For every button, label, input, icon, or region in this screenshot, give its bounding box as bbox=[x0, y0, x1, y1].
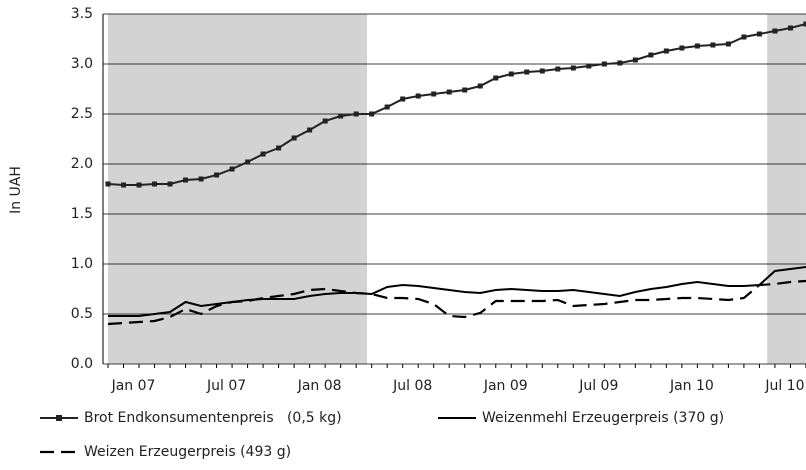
x-tick-label: Jul 07 bbox=[206, 378, 246, 394]
data-point bbox=[353, 111, 359, 117]
data-point bbox=[198, 176, 204, 182]
data-point bbox=[431, 91, 437, 97]
y-tick-label: 1.5 bbox=[71, 206, 93, 222]
x-tick-label: Jul 10 bbox=[764, 378, 804, 394]
y-tick-label: 2.0 bbox=[71, 156, 93, 172]
data-point bbox=[307, 127, 313, 133]
data-point bbox=[136, 182, 142, 188]
data-point bbox=[415, 93, 421, 99]
data-point bbox=[710, 42, 716, 48]
y-tick-label: 0.5 bbox=[71, 306, 93, 322]
data-point bbox=[586, 63, 592, 69]
data-point bbox=[152, 181, 158, 187]
x-tick-label: Jul 08 bbox=[392, 378, 432, 394]
data-point bbox=[183, 177, 189, 183]
data-point bbox=[384, 104, 390, 110]
data-point bbox=[493, 75, 499, 81]
shaded-region bbox=[108, 14, 368, 364]
data-point bbox=[539, 68, 545, 74]
y-tick-label: 3.5 bbox=[71, 6, 93, 22]
data-point bbox=[648, 52, 654, 58]
data-point bbox=[276, 145, 282, 151]
data-point bbox=[167, 181, 173, 187]
data-point bbox=[338, 113, 344, 119]
data-point bbox=[741, 34, 747, 40]
data-point bbox=[555, 66, 561, 72]
shaded-region bbox=[767, 14, 806, 364]
data-point bbox=[632, 57, 638, 63]
legend-label: Brot Endkonsumentenpreis (0,5 kg) bbox=[84, 410, 342, 426]
y-tick-label: 3.0 bbox=[71, 56, 93, 72]
legend-label: Weizen Erzeugerpreis (493 g) bbox=[84, 444, 291, 460]
y-tick-label: 0.0 bbox=[71, 356, 93, 372]
data-point bbox=[260, 151, 266, 157]
data-point bbox=[725, 41, 731, 47]
x-tick-label: Jan 07 bbox=[111, 378, 156, 394]
data-point bbox=[679, 45, 685, 51]
series-line bbox=[108, 266, 806, 317]
data-point bbox=[105, 181, 111, 187]
y-tick-label: 1.0 bbox=[71, 256, 93, 272]
legend-marker bbox=[56, 415, 62, 421]
x-tick-label: Jan 08 bbox=[297, 378, 342, 394]
data-point bbox=[369, 111, 375, 117]
data-point bbox=[229, 166, 235, 172]
data-point bbox=[601, 61, 607, 67]
x-tick-label: Jan 10 bbox=[669, 378, 714, 394]
data-point bbox=[508, 71, 514, 77]
data-point bbox=[772, 28, 778, 34]
data-point bbox=[245, 159, 251, 165]
data-point bbox=[663, 48, 669, 54]
legend-label: Weizenmehl Erzeugerpreis (370 g) bbox=[482, 410, 724, 426]
data-point bbox=[462, 87, 468, 93]
data-point bbox=[400, 96, 406, 102]
data-point bbox=[291, 135, 297, 141]
data-point bbox=[570, 65, 576, 71]
data-point bbox=[617, 60, 623, 66]
data-point bbox=[694, 43, 700, 49]
series-line bbox=[107, 279, 806, 326]
data-point bbox=[803, 21, 806, 27]
x-tick-label: Jul 09 bbox=[578, 378, 618, 394]
y-tick-label: 2.5 bbox=[71, 106, 93, 122]
data-point bbox=[214, 172, 220, 178]
x-tick-label: Jan 09 bbox=[483, 378, 528, 394]
data-point bbox=[322, 118, 328, 124]
data-point bbox=[787, 25, 793, 31]
data-point bbox=[524, 69, 530, 75]
data-point bbox=[477, 83, 483, 89]
y-axis-label: In UAH bbox=[8, 166, 24, 214]
data-point bbox=[121, 182, 127, 188]
series-line bbox=[107, 23, 806, 186]
data-point bbox=[446, 89, 452, 95]
data-point bbox=[756, 31, 762, 37]
